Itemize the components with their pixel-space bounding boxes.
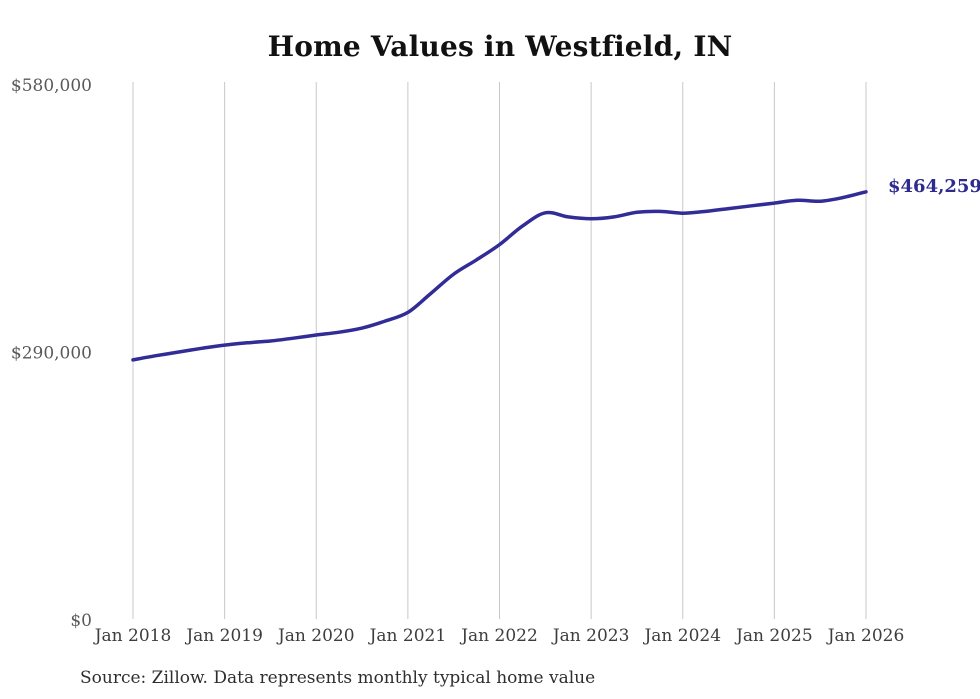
x-tick-label: Jan 2018 — [93, 626, 172, 646]
home-value-line — [131, 190, 868, 362]
source-note: Source: Zillow. Data represents monthly … — [80, 668, 596, 688]
x-tick-label: Jan 2023 — [551, 626, 630, 646]
x-tick-label: Jan 2025 — [734, 626, 813, 646]
x-tick-label: Jan 2019 — [184, 626, 263, 646]
x-tick-label: Jan 2022 — [459, 626, 538, 646]
y-tick-label: $290,000 — [11, 344, 92, 364]
y-tick-label: $580,000 — [11, 76, 92, 96]
x-tick-label: Jan 2020 — [276, 626, 355, 646]
y-tick-label: $0 — [70, 611, 92, 631]
x-tick-label: Jan 2024 — [642, 626, 721, 646]
chart-title: Home Values in Westfield, IN — [267, 30, 733, 63]
end-value-label: $464,259 — [888, 176, 980, 197]
x-tick-label: Jan 2026 — [826, 626, 905, 646]
x-tick-label: Jan 2021 — [368, 626, 447, 646]
